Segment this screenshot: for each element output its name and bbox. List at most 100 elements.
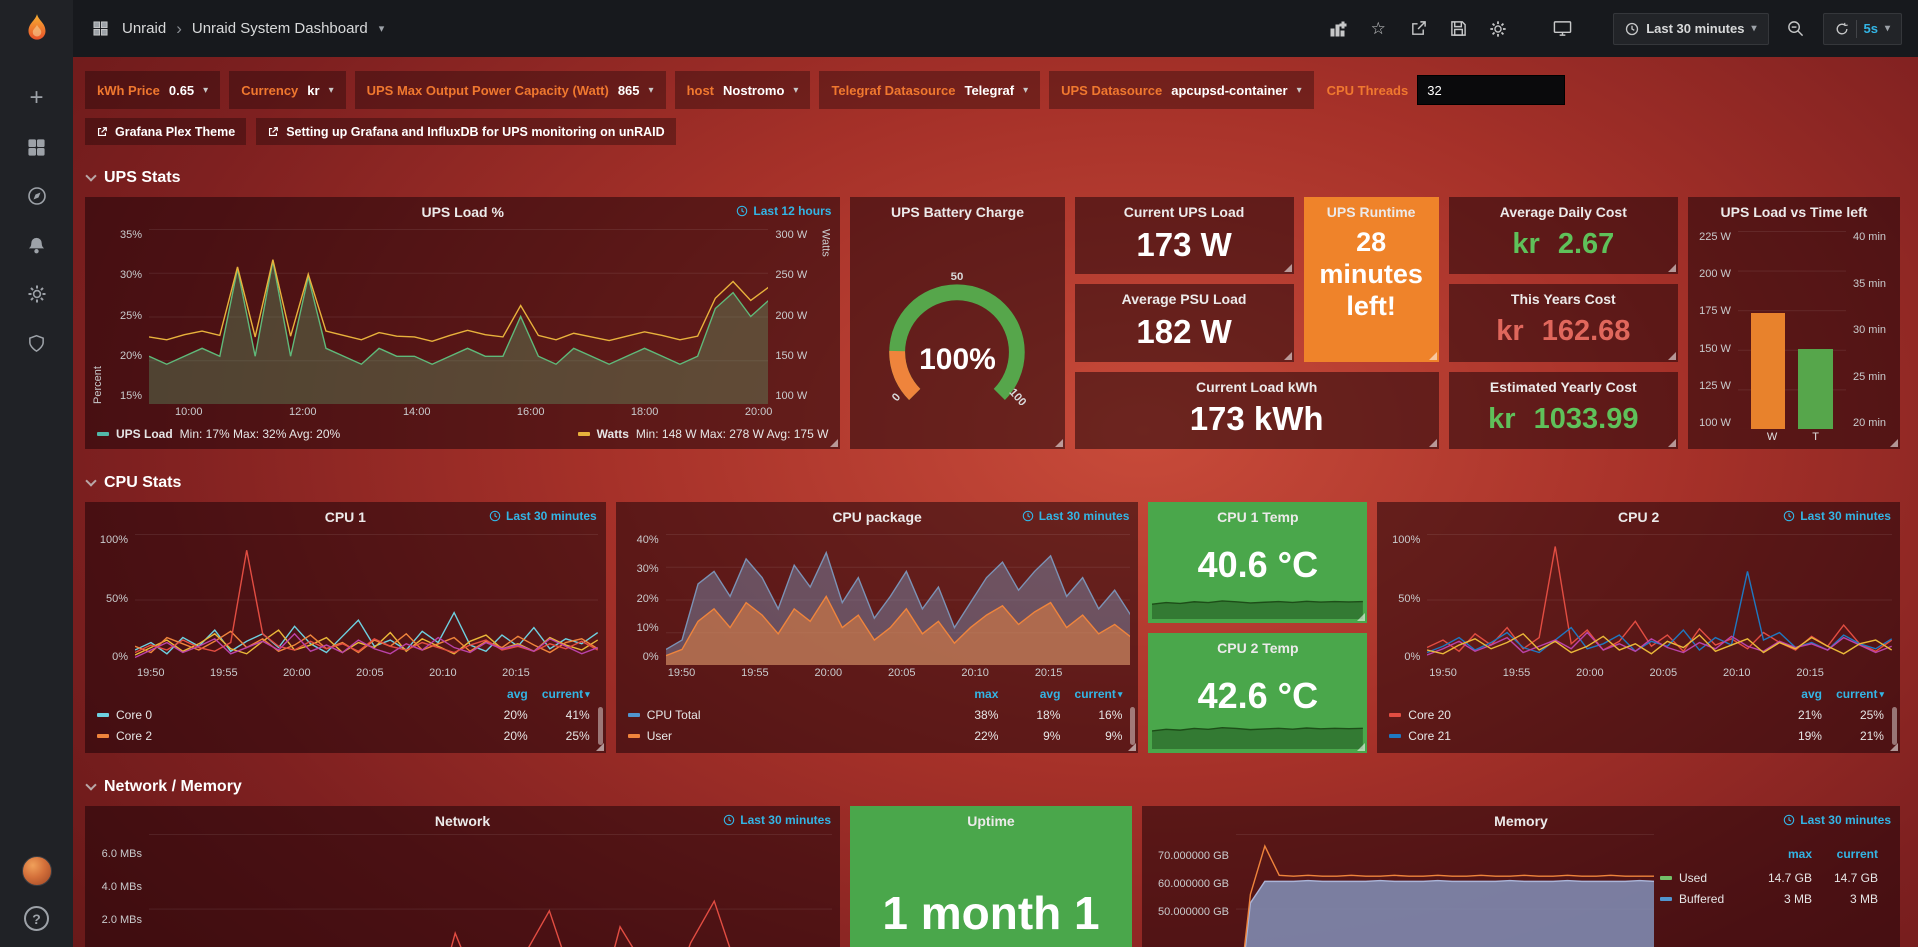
panel-resize-handle[interactable] [595,743,604,751]
legend-item[interactable]: Watts Min: 148 W Max: 278 W Avg: 175 W [577,427,828,441]
panel-title[interactable]: UPS Load vs Time left [1720,204,1868,220]
legend-headers[interactable]: max current [1787,847,1878,861]
panel-title[interactable]: This Years Cost [1510,291,1616,308]
bar-chart[interactable] [1737,231,1846,429]
panel-title[interactable]: UPS Load % [421,204,504,220]
section-ups-stats[interactable]: UPS Stats [85,169,1900,187]
panel-title[interactable]: CPU 2 [1618,509,1660,525]
variable-value[interactable]: apcupsd-container [1171,82,1288,98]
panel-resize-handle[interactable] [1428,351,1437,360]
panel-title[interactable]: Network [434,813,491,829]
save-icon[interactable] [1445,16,1471,42]
configuration-gear-icon[interactable] [26,283,48,305]
panel-resize-handle[interactable] [1357,612,1366,621]
panel-resize-handle[interactable] [1283,264,1292,273]
panel-resize-handle[interactable] [1890,439,1898,447]
panel-resize-handle[interactable] [830,439,839,447]
panel-title[interactable]: Current UPS Load [1123,204,1245,220]
panel-resize-handle[interactable] [1667,438,1676,447]
breadcrumb-dashboard-title[interactable]: Unraid System Dashboard [191,20,368,37]
panel-title[interactable]: UPS Runtime [1326,204,1416,220]
share-icon[interactable] [1405,16,1431,42]
variable-kwh-price[interactable]: kWh Price 0.65 ▾ [85,71,221,109]
legend-headers[interactable]: avg current ▾ [507,687,590,701]
panel-title[interactable]: Current Load kWh [1195,378,1318,395]
variable-value[interactable]: 0.65 [168,82,195,98]
kiosk-monitor-icon[interactable] [1549,16,1575,42]
panel-resize-handle[interactable] [1889,743,1898,751]
panel-title[interactable]: UPS Battery Charge [890,204,1024,220]
panel-resize-handle[interactable] [1428,439,1437,447]
legend-item[interactable]: UPS Load Min: 17% Max: 32% Avg: 20% [97,427,340,441]
variable-value[interactable]: kr [307,82,320,98]
panel-title[interactable]: Average Daily Cost [1499,204,1627,220]
network-chart[interactable] [149,834,832,947]
cpu2-chart[interactable] [1427,534,1892,665]
legend-scrollbar[interactable] [1891,707,1897,745]
panel-resize-handle[interactable] [1283,351,1292,360]
variable-value[interactable]: 865 [617,82,640,98]
panel-title[interactable]: Average PSU Load [1121,291,1247,308]
legend-scrollbar[interactable] [597,707,603,745]
grafana-logo[interactable] [0,0,73,57]
refresh-picker[interactable]: 5s ▾ [1822,12,1902,45]
external-link-icon [269,126,279,136]
legend-row[interactable]: Core 20 21% 25% [1389,704,1884,725]
create-plus-icon[interactable]: + [26,86,48,110]
variable-value[interactable]: Telegraf [964,82,1015,98]
panel-title[interactable]: Estimated Yearly Cost [1489,378,1637,395]
variable-currency[interactable]: Currency kr ▾ [229,71,346,109]
link-ups-monitoring-guide[interactable]: Setting up Grafana and InfluxDB for UPS … [256,118,676,145]
add-panel-icon[interactable] [1325,16,1351,42]
ups-load-chart[interactable] [149,229,769,404]
alerting-bell-icon[interactable] [26,234,48,256]
legend-row[interactable]: Core 2 20% 25% [97,725,590,746]
breadcrumb-folder[interactable]: Unraid [122,20,167,37]
time-range-picker[interactable]: Last 30 minutes ▾ [1613,12,1769,45]
legend-row[interactable]: User 22% 9% 9% [627,725,1122,746]
explore-compass-icon[interactable] [26,185,48,207]
panel-title[interactable]: Uptime [967,813,1015,829]
panel-title[interactable]: CPU 1 [324,509,366,525]
dashboards-icon[interactable] [26,136,48,158]
legend-row[interactable]: Used 14.7 GB 14.7 GB [1660,867,1878,888]
help-icon[interactable]: ? [24,906,49,931]
variable-host[interactable]: host Nostromo ▾ [674,71,811,109]
legend-row[interactable]: Core 21 19% 21% [1389,725,1884,746]
dashboard-grid-icon[interactable] [87,16,113,42]
panel-cpu1: CPU 1 Last 30 minutes 100% 50% 0% 19:50 19:… [85,502,606,753]
user-avatar[interactable] [21,856,52,886]
variable-ups-datasource[interactable]: UPS Datasource apcupsd-container ▾ [1049,71,1314,109]
panel-title[interactable]: CPU package [832,509,922,525]
legend-row[interactable]: Core 0 20% 41% [97,704,590,725]
legend-headers[interactable]: max avg current ▾ [974,687,1123,701]
panel-title[interactable]: Memory [1494,813,1548,829]
panel-title[interactable]: CPU 2 Temp [1217,639,1299,656]
variable-telegraf-datasource[interactable]: Telegraf Datasource Telegraf ▾ [819,71,1041,109]
panel-resize-handle[interactable] [1128,743,1137,751]
panel-time-badge: Last 30 minutes [489,509,597,523]
star-icon[interactable]: ☆ [1365,16,1391,42]
section-network-memory[interactable]: Network / Memory [85,778,1900,796]
link-grafana-plex-theme[interactable]: Grafana Plex Theme [85,118,247,145]
memory-chart[interactable] [1236,834,1654,947]
panel-resize-handle[interactable] [1054,439,1063,447]
legend-scrollbar[interactable] [1130,707,1136,745]
server-admin-shield-icon[interactable] [26,332,48,354]
variable-value[interactable]: Nostromo [723,82,785,98]
dashboard-settings-gear-icon[interactable] [1485,16,1511,42]
section-cpu-stats[interactable]: CPU Stats [85,474,1900,492]
legend-row[interactable]: CPU Total 38% 18% 16% [627,704,1122,725]
panel-resize-handle[interactable] [1667,351,1676,360]
cpu-package-chart[interactable] [665,534,1131,665]
chevron-down-icon[interactable]: ▾ [378,23,385,35]
panel-title[interactable]: CPU 1 Temp [1217,509,1299,525]
zoom-out-icon[interactable] [1783,16,1809,42]
legend-headers[interactable]: avg current ▾ [1801,687,1884,701]
cpu-threads-input[interactable] [1417,75,1566,105]
panel-resize-handle[interactable] [1667,264,1676,273]
panel-resize-handle[interactable] [1357,743,1366,751]
cpu1-chart[interactable] [135,534,598,665]
variable-ups-max-output[interactable]: UPS Max Output Power Capacity (Watt) 865… [354,71,666,109]
legend-row[interactable]: Buffered 3 MB 3 MB [1660,888,1878,909]
